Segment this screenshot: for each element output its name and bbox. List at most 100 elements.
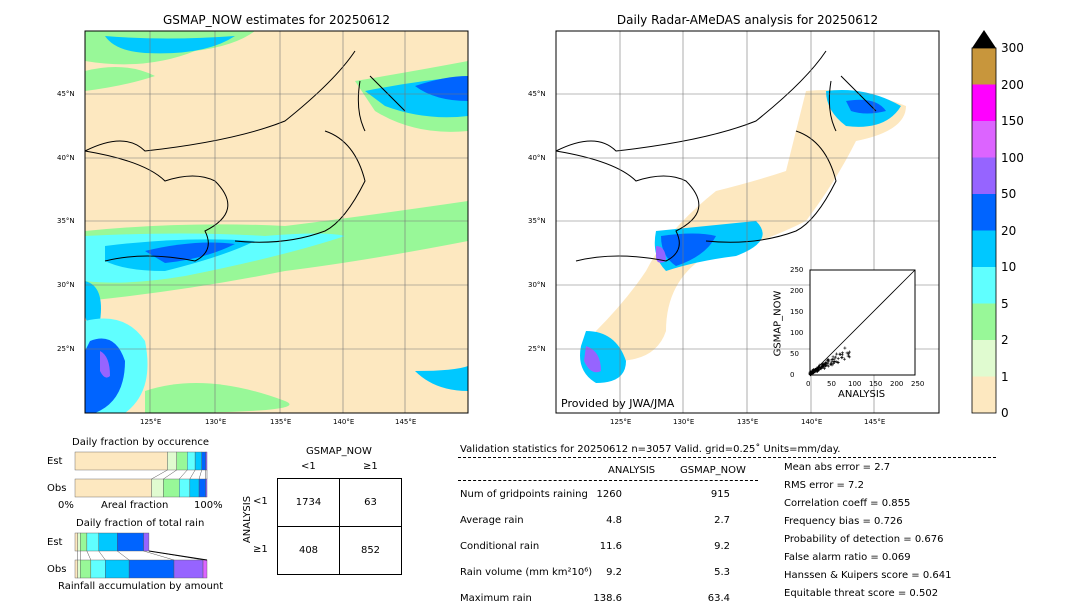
colorbar-tick-label: 100 [1001,150,1024,165]
occurrence-obs-segment [189,478,200,498]
stats-col-analysis: ANALYSIS [608,465,656,476]
scatter-x-tick: 150 [869,380,883,388]
scatter-point [826,364,830,368]
colorbar-tick-label: 10 [1001,260,1017,274]
lon-tick-label: 140°E [333,418,355,426]
total-rain-obs-segment [80,559,92,579]
occurrence-est-segment [176,451,188,471]
scatter-x-tick: 0 [806,380,811,388]
score-line: Hanssen & Kuipers score = 0.641 [784,570,952,581]
fraction-bars [74,451,208,579]
scatter-point [840,356,844,360]
tr-xlabel: Rainfall accumulation by amount [58,581,224,592]
colorbar-segment [972,267,996,304]
lon-tick-label: 135°E [737,418,759,426]
scatter-point [825,361,829,365]
stats-row-label: Average rain [460,515,524,526]
lat-tick-label: 25°N [57,345,75,353]
ct-col-1: ≥1 [363,461,378,472]
total-rain-obs-segment [128,559,175,579]
right-map-title: Daily Radar-AMeDAS analysis for 20250612 [616,13,879,27]
occurrence-obs-segment [151,478,164,498]
scatter-point [808,371,812,375]
scatter-point [816,369,820,373]
total-rain-obs-segment [173,559,204,579]
ct-cell: 63 [364,497,377,508]
scatter-point [843,346,847,350]
lon-tick-label: 145°E [864,418,886,426]
score-line: RMS error = 7.2 [784,480,864,491]
occurrence-est-segment [167,451,177,471]
scatter-point [819,366,823,370]
score-line: Mean abs error = 2.7 [784,462,891,473]
scatter-point [834,360,838,364]
scatter-x-tick: 250 [911,380,925,388]
scatter-point [845,351,849,355]
total-rain-est-segment [117,532,144,552]
one-to-one-line [809,269,916,376]
stats-value: 1260 [596,489,622,500]
map-frame [84,30,469,414]
scatter-inset [808,269,916,377]
stats-value: 9.2 [606,567,622,578]
occurrence-est-segment [205,451,208,471]
scatter-point [842,357,846,361]
scatter-point [828,362,832,366]
scatter-point [822,366,826,370]
colorbar [971,30,997,414]
lat-tick-label: 35°N [57,217,75,225]
scatter-point [835,352,839,356]
colorbar-tick-label: 5 [1001,296,1009,311]
scatter-point [836,361,840,365]
stats-value: 138.6 [593,593,622,604]
occurrence-obs-segment [198,478,206,498]
lat-tick-label: 45°N [57,90,75,98]
scatter-x-tick: 50 [827,380,836,388]
stats-row-label: Num of gridpoints raining [460,489,588,500]
stats-value: 63.4 [707,593,730,604]
scatter-point [811,370,815,374]
lat-tick-label: 40°N [57,154,75,162]
tr-obs-label: Obs [47,564,67,575]
scatter-point [813,368,817,372]
stats-value: 915 [710,489,730,500]
lon-tick-label: 130°E [673,418,695,426]
total-rain-est-segment [143,532,150,552]
ct-col-title: GSMAP_NOW [306,446,372,457]
total-rain-obs-segment [77,559,81,579]
colorbar-segment [972,84,996,121]
ct-cell: 408 [298,545,319,556]
lon-tick-label: 125°E [610,418,632,426]
stats-value: 5.3 [714,567,730,578]
scatter-y-tick: 100 [790,329,804,337]
occurrence-obs-segment [163,478,180,498]
occurrence-title: Daily fraction by occurence [72,437,210,448]
total-rain-est-segment [77,532,81,552]
scatter-point [831,355,835,359]
ct-row-title: ANALYSIS [242,495,254,544]
colorbar-segment [972,194,996,231]
scatter-point [838,352,842,356]
score-line: Correlation coeff = 0.855 [784,498,911,509]
stats-header: Validation statistics for 20250612 n=305… [460,444,841,455]
stats-value: 4.8 [606,515,622,526]
scatter-point [830,360,834,364]
lon-tick-label: 145°E [395,418,417,426]
scatter-point [821,363,825,367]
colorbar-segment [972,48,996,85]
total-rain-obs-segment [74,559,78,579]
left-map-title: GSMAP_NOW estimates for 20250612 [162,13,391,27]
scatter-x-tick: 200 [890,380,904,388]
colorbar-tick-label: 20 [1001,223,1017,238]
occ-x0: 0% [58,500,74,511]
colorbar-segment [972,230,996,267]
scatter-xlabel: ANALYSIS [838,389,886,400]
colorbar-extend-arrow [972,30,996,48]
colorbar-tick-label: 300 [1001,41,1024,55]
colorbar-segment [972,303,996,340]
stats-col-gsmap: GSMAP_NOW [680,465,746,476]
occ-obs-label: Obs [47,483,67,494]
total-rain-est-segment [86,532,99,552]
occurrence-obs-segment [74,478,152,498]
